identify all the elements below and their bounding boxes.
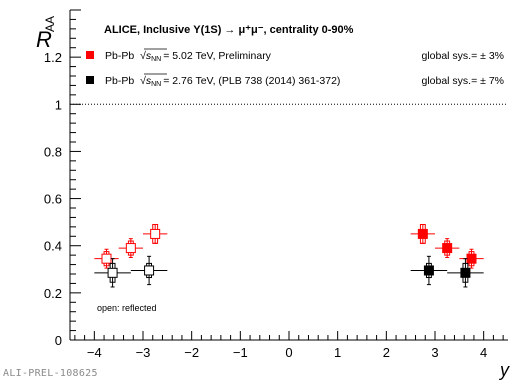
legend: Pb-Pb √sNN = 5.02 TeV, Preliminary global… — [86, 48, 504, 88]
x-tick-label: 0 — [285, 345, 292, 360]
y-axis-title: R — [36, 27, 52, 52]
y-tick-label: 0.4 — [44, 239, 62, 254]
reflected-point-red — [150, 228, 161, 239]
legend-sys-red: global sys.= ± 3% — [421, 50, 504, 62]
x-tick-label: −2 — [184, 345, 199, 360]
x-tick-label: 2 — [383, 345, 390, 360]
data-point-red — [466, 253, 477, 264]
data-point-black — [423, 265, 434, 276]
reflected-point-black — [144, 265, 155, 276]
reflected-point-red — [125, 243, 136, 254]
y-tick-label: 1 — [55, 97, 62, 112]
x-tick-label: −3 — [136, 345, 151, 360]
y-ticks: 0 0.2 0.4 0.6 0.8 1 1.2 — [44, 9, 81, 348]
legend-marker-red — [86, 51, 94, 59]
legend-marker-black — [86, 76, 94, 84]
x-tick-label: 4 — [480, 345, 487, 360]
x-tick-label: −4 — [87, 345, 102, 360]
x-tick-label: −1 — [233, 345, 248, 360]
reflected-point-red — [101, 253, 112, 264]
data-point-black — [460, 267, 471, 278]
reflected-point-black — [107, 267, 118, 278]
legend-label-black: Pb-Pb √sNN = 2.76 TeV, (PLB 738 (2014) 36… — [105, 75, 340, 88]
annotation-reflected: open: reflected — [97, 303, 157, 313]
y-tick-label: 0.6 — [44, 192, 62, 207]
y-tick-label: 0 — [55, 333, 62, 348]
y-tick-label: 1.2 — [44, 50, 62, 65]
y-tick-label: 0.8 — [44, 144, 62, 159]
x-ticks: −4 −3 −2 −1 0 1 2 3 4 — [74, 331, 504, 360]
x-tick-label: 1 — [334, 345, 341, 360]
y-tick-label: 0.2 — [44, 286, 62, 301]
chart-title: ALICE, Inclusive Υ(1S) → μ⁺μ⁻, centralit… — [104, 24, 354, 36]
x-tick-label: 3 — [431, 345, 438, 360]
legend-label-red: Pb-Pb √sNN = 5.02 TeV, Preliminary — [105, 50, 272, 63]
y-axis-title-sub: AA — [43, 16, 57, 32]
data-point-red — [417, 228, 428, 239]
x-axis-title: y — [498, 360, 510, 380]
data-point-red — [442, 243, 453, 254]
legend-sys-black: global sys.= ± 7% — [421, 75, 504, 87]
data-marks — [94, 224, 484, 288]
watermark: ALI-PREL-108625 — [3, 368, 98, 379]
